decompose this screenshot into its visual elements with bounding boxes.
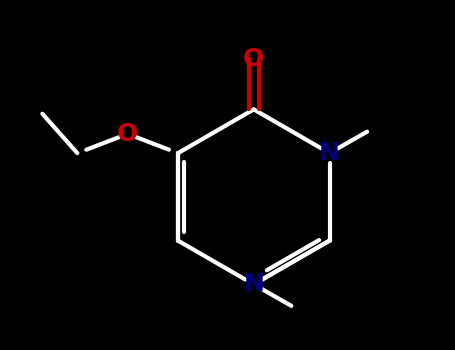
Text: N: N <box>243 272 264 296</box>
Text: N: N <box>319 141 340 165</box>
Text: O: O <box>117 122 138 146</box>
Text: O: O <box>243 47 264 71</box>
